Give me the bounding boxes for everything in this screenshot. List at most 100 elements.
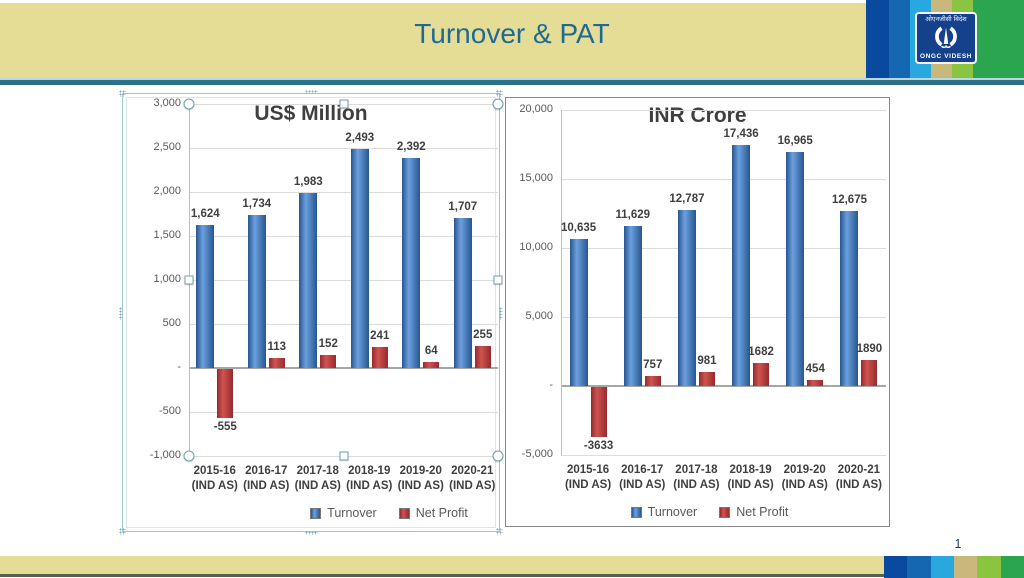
zero-axis-line	[189, 367, 498, 369]
legend-item-net-profit[interactable]: Net Profit	[719, 505, 788, 519]
selection-handle-bottom-right[interactable]	[496, 528, 503, 535]
y-axis-tick-label: 15,000	[519, 172, 553, 184]
slide-title: Turnover & PAT	[414, 18, 610, 49]
data-label-net-profit-2019-20: 454	[805, 362, 825, 375]
bar-turnover-2020-21[interactable]	[453, 217, 472, 368]
y-axis-tick-label: -	[549, 379, 553, 391]
header-band	[0, 3, 1024, 78]
gridline	[561, 317, 886, 318]
selection-handle-right-center[interactable]	[499, 306, 503, 320]
bar-net-profit-2018-19[interactable]	[753, 362, 770, 386]
selection-handle-top-center[interactable]	[305, 90, 318, 94]
bar-turnover-2015-16[interactable]	[569, 239, 588, 386]
data-label-turnover-2017-18: 1,983	[293, 176, 323, 189]
x-axis-category-label: 2019-20 (IND AS)	[781, 464, 828, 491]
chart-usd-million[interactable]: US$ Million 3,000 2,500 2,000 1,500 1,000 500 -…	[119, 90, 504, 535]
plot-handle-bottom-right[interactable]	[492, 450, 504, 462]
data-label-turnover-2018-19: 2,493	[345, 131, 375, 144]
bar-net-profit-2017-18[interactable]	[320, 354, 337, 368]
data-label-turnover-2018-19: 17,436	[723, 128, 759, 141]
bar-turnover-2018-19[interactable]	[350, 148, 369, 368]
data-label-net-profit-2016-17: 113	[267, 341, 287, 354]
y-axis-tick-label: 20,000	[519, 103, 553, 115]
bar-net-profit-2020-21[interactable]	[474, 345, 491, 368]
data-label-net-profit-2015-16: -3633	[583, 440, 614, 453]
logo-hindi-text: ओएनजीसी विदेश	[925, 16, 967, 23]
bar-turnover-2017-18[interactable]	[677, 209, 696, 386]
bar-net-profit-2016-17[interactable]	[644, 375, 661, 386]
data-label-net-profit-2016-17: 757	[643, 358, 663, 371]
bar-turnover-2016-17[interactable]	[247, 215, 266, 368]
data-label-net-profit-2018-19: 241	[370, 329, 390, 342]
bar-net-profit-2015-16[interactable]	[590, 387, 607, 438]
legend-swatch-icon	[630, 506, 642, 518]
selection-handle-bottom-center[interactable]	[305, 531, 318, 535]
ongc-videsh-logo: ओएनजीसी विदेश ONGC VIDESH	[915, 12, 977, 64]
x-axis-category-label: 2016-17 (IND AS)	[243, 465, 290, 492]
x-axis-category-label: 2019-20 (IND AS)	[397, 465, 444, 492]
x-axis-category-label: 2020-21 (IND AS)	[449, 465, 496, 492]
bar-turnover-2015-16[interactable]	[196, 225, 215, 368]
y-axis-line	[561, 110, 562, 455]
x-axis-category-label: 2015-16 (IND AS)	[564, 464, 612, 491]
bar-turnover-2020-21[interactable]	[840, 211, 859, 386]
bar-turnover-2019-20[interactable]	[786, 151, 805, 386]
gridline	[189, 280, 498, 281]
data-label-turnover-2016-17: 1,734	[242, 198, 272, 211]
bar-turnover-2016-17[interactable]	[623, 225, 642, 386]
bar-net-profit-2019-20[interactable]	[807, 379, 824, 386]
bar-net-profit-2018-19[interactable]	[371, 346, 388, 368]
bar-net-profit-2015-16[interactable]	[217, 369, 234, 418]
data-label-turnover-2019-20: 2,392	[396, 140, 426, 153]
legend-label: Net Profit	[736, 505, 789, 519]
y-axis-tick-label: 500	[162, 317, 181, 329]
data-label-turnover-2015-16: 1,624	[190, 208, 220, 221]
y-axis-tick-label: -	[177, 361, 181, 373]
legend-item-turnover[interactable]: Turnover	[310, 506, 377, 520]
legend-label: Turnover	[327, 506, 377, 520]
bar-net-profit-2016-17[interactable]	[268, 358, 285, 368]
plot-handle-bottom-left[interactable]	[183, 450, 195, 462]
plot-handle-right-center[interactable]	[493, 275, 503, 285]
gridline	[189, 412, 498, 413]
legend-item-turnover[interactable]: Turnover	[630, 505, 697, 519]
bar-net-profit-2017-18[interactable]	[698, 372, 715, 386]
plot-handle-left-center[interactable]	[184, 275, 194, 285]
data-label-turnover-2016-17: 11,629	[615, 208, 651, 221]
x-axis-category-label: 2018-19 (IND AS)	[727, 464, 774, 491]
plot-handle-top-right[interactable]	[492, 98, 504, 110]
y-axis-tick-label: 3,000	[153, 97, 181, 109]
legend-item-net-profit[interactable]: Net Profit	[398, 506, 468, 520]
gridline	[189, 192, 498, 193]
page-number: 1	[954, 537, 962, 551]
y-axis-tick-label: 2,000	[153, 185, 181, 197]
brand-stripe	[884, 556, 908, 578]
chart-usd-million-canvas[interactable]: US$ Million 3,000 2,500 2,000 1,500 1,000 500 -…	[126, 97, 504, 528]
plot-handle-top-left[interactable]	[183, 98, 195, 110]
data-label-turnover-2017-18: 12,787	[669, 192, 705, 205]
legend-swatch-icon	[719, 506, 731, 518]
x-axis-category-label: 2017-18 (IND AS)	[673, 464, 720, 491]
selection-handle-top-left[interactable]	[119, 90, 126, 97]
y-axis-tick-label: -500	[158, 405, 181, 417]
zero-axis-line	[561, 385, 886, 387]
data-label-turnover-2015-16: 10,635	[560, 222, 597, 235]
bar-net-profit-2019-20[interactable]	[423, 362, 440, 368]
bar-turnover-2017-18[interactable]	[299, 193, 318, 368]
gridline	[189, 148, 498, 149]
brand-stripe	[930, 556, 954, 578]
selection-handle-bottom-left[interactable]	[119, 528, 126, 535]
data-label-net-profit-2017-18: 981	[697, 355, 717, 368]
bar-turnover-2019-20[interactable]	[402, 157, 421, 368]
x-axis-category-label: 2020-21 (IND AS)	[835, 464, 883, 491]
chart-inr-crore[interactable]: INR Crore 20,000 15,000 10,000 5,000 - -5,000 1…	[505, 97, 890, 527]
plot-handle-bottom-center[interactable]	[339, 451, 348, 461]
selection-handle-left-center[interactable]	[119, 306, 123, 320]
chart-inr-crore-canvas[interactable]: INR Crore 20,000 15,000 10,000 5,000 - -5,000 1…	[506, 98, 889, 526]
legend-swatch-icon	[310, 507, 322, 519]
selection-handle-top-right[interactable]	[496, 90, 503, 97]
bar-net-profit-2020-21[interactable]	[861, 359, 878, 386]
bar-turnover-2018-19[interactable]	[732, 145, 751, 386]
plot-handle-top-center[interactable]	[339, 99, 348, 109]
brand-stripe	[977, 556, 1001, 578]
